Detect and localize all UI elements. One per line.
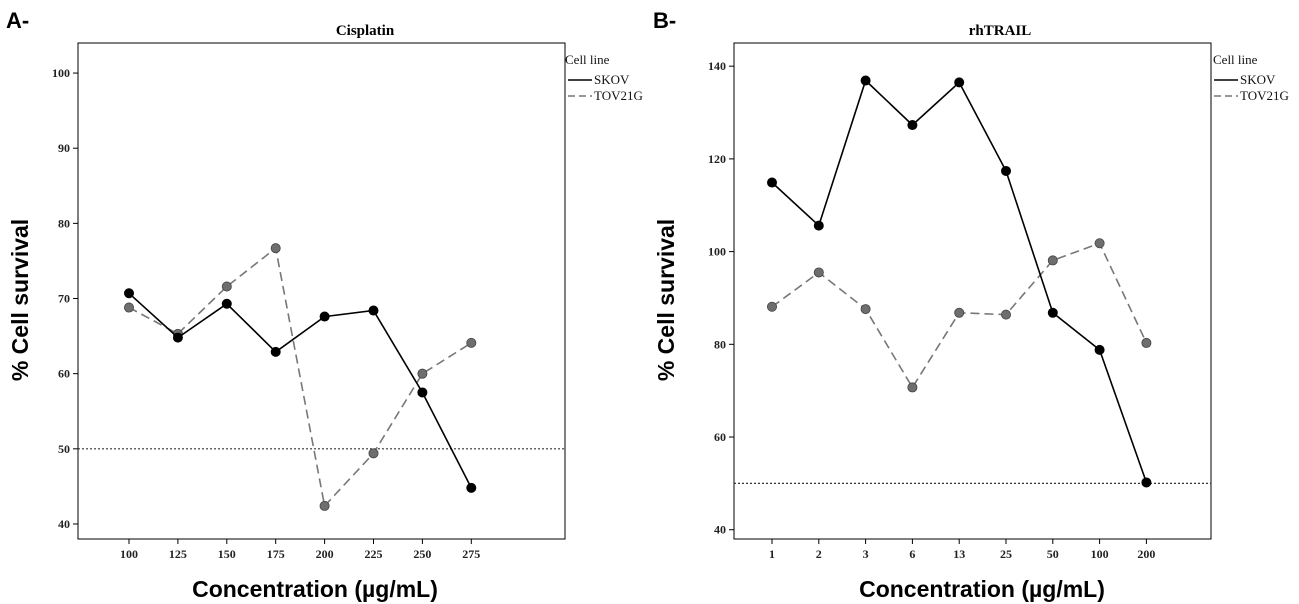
panel-a-point-skov bbox=[270, 346, 281, 357]
panel-b-point-tov21g bbox=[907, 382, 918, 393]
panel-b-y-tick-label: 140 bbox=[708, 59, 726, 73]
panel-b-legend-label-skov: SKOV bbox=[1240, 72, 1276, 87]
panel-a-letter: A- bbox=[6, 8, 29, 33]
panel-b-legend-label-tov21g: TOV21G bbox=[1240, 88, 1289, 103]
panel-b-point-skov bbox=[813, 220, 824, 231]
panel-b-y-axis-label: % Cell survival bbox=[653, 219, 679, 381]
panel-a-point-skov bbox=[417, 387, 428, 398]
panel-a-x-tick-label: 150 bbox=[218, 547, 236, 561]
panel-b-point-tov21g bbox=[954, 307, 965, 318]
panel-a-x-tick-label: 200 bbox=[316, 547, 334, 561]
panel-a-point-skov bbox=[172, 332, 183, 343]
panel-b-x-tick-label: 50 bbox=[1047, 547, 1059, 561]
panel-a-x-tick-label: 225 bbox=[365, 547, 383, 561]
panel-a-point-tov21g bbox=[368, 448, 379, 459]
panel-a-x-tick-label: 175 bbox=[267, 547, 285, 561]
panel-a-point-skov bbox=[466, 482, 477, 493]
panel-b-point-skov bbox=[767, 177, 778, 188]
panel-a-y-tick-label: 60 bbox=[58, 367, 70, 381]
panel-b-plot-frame bbox=[733, 42, 1212, 540]
panel-a-y-tick-label: 100 bbox=[52, 66, 70, 80]
panel-b-x-tick-label: 2 bbox=[816, 547, 822, 561]
panel-a-x-tick-label: 275 bbox=[462, 547, 480, 561]
panel-b-x-tick-label: 1 bbox=[769, 547, 775, 561]
panel-a-y-tick-label: 70 bbox=[58, 292, 70, 306]
panel-a-x-tick-label: 250 bbox=[413, 547, 431, 561]
panel-a-x-tick-label: 125 bbox=[169, 547, 187, 561]
panel-a-point-tov21g bbox=[124, 302, 135, 313]
panel-b-point-tov21g bbox=[1047, 255, 1058, 266]
panel-b-point-tov21g bbox=[860, 304, 871, 315]
panel-a-point-tov21g bbox=[270, 243, 281, 254]
panel-a-series-line-tov21g bbox=[128, 246, 472, 508]
panel-b-x-tick-label: 25 bbox=[1000, 547, 1012, 561]
panel-a-x-axis-label: Concentration (µg/mL) bbox=[192, 576, 438, 602]
panel-a-x-tick-label: 100 bbox=[120, 547, 138, 561]
panel-b-point-skov bbox=[1141, 477, 1152, 488]
panel-a-plot-frame bbox=[77, 42, 566, 540]
panel-b-letter: B- bbox=[653, 8, 676, 33]
panel-b-point-skov bbox=[1001, 165, 1012, 176]
panel-b-y-tick-label: 120 bbox=[708, 152, 726, 166]
panel-a-legend: Cell line SKOV TOV21G bbox=[565, 52, 643, 103]
panel-b-y-tick-label: 60 bbox=[714, 430, 726, 444]
panel-b-x-tick-label: 100 bbox=[1091, 547, 1109, 561]
panel-b-point-tov21g bbox=[1001, 309, 1012, 320]
panel-b-x-tick-label: 6 bbox=[909, 547, 915, 561]
panel-a-y-tick-label: 40 bbox=[58, 517, 70, 531]
panel-a-point-skov bbox=[368, 305, 379, 316]
panel-a-y-axis-label: % Cell survival bbox=[7, 219, 33, 381]
panel-b-point-skov bbox=[1047, 307, 1058, 318]
panel-b-series-line-skov bbox=[771, 79, 1148, 483]
panel-b-legend: Cell line SKOV TOV21G bbox=[1213, 52, 1289, 103]
panel-a-point-tov21g bbox=[417, 368, 428, 379]
panel-b-point-tov21g bbox=[1141, 337, 1152, 348]
panel-a-y-tick-label: 50 bbox=[58, 442, 70, 456]
panel-b-x-tick-label: 3 bbox=[863, 547, 869, 561]
panel-b-point-skov bbox=[1094, 344, 1105, 355]
panel-a-point-tov21g bbox=[466, 337, 477, 348]
panel-b-point-skov bbox=[954, 77, 965, 88]
panel-a-series-line-skov bbox=[128, 292, 473, 489]
panel-a-point-skov bbox=[319, 311, 330, 322]
panel-a: A- Cisplatin 40 50 60 70 80 90 100 100 125 150 175… bbox=[6, 8, 643, 602]
panel-b-point-tov21g bbox=[1094, 238, 1105, 249]
panel-a-legend-label-tov21g: TOV21G bbox=[594, 88, 643, 103]
panel-b-point-tov21g bbox=[767, 301, 778, 312]
panel-b-point-skov bbox=[907, 120, 918, 131]
panel-a-y-tick-label: 90 bbox=[58, 141, 70, 155]
panel-b-y-tick-label: 100 bbox=[708, 245, 726, 259]
panel-a-point-tov21g bbox=[319, 500, 330, 511]
panel-b-title: rhTRAIL bbox=[969, 23, 1032, 39]
panel-b: B- rhTRAIL 40 60 80 100 120 140 1 2 3 6 13 25 50 100 2… bbox=[653, 8, 1289, 602]
panel-b-x-tick-label: 13 bbox=[953, 547, 965, 561]
panel-b-legend-title: Cell line bbox=[1213, 52, 1258, 67]
panel-a-title: Cisplatin bbox=[336, 23, 395, 39]
panel-b-x-axis-label: Concentration (µg/mL) bbox=[859, 576, 1105, 602]
panel-b-x-tick-label: 200 bbox=[1137, 547, 1155, 561]
panel-a-legend-label-skov: SKOV bbox=[594, 72, 630, 87]
panel-b-y-tick-label: 80 bbox=[714, 337, 726, 351]
panel-a-plot: 40 50 60 70 80 90 100 100 125 150 175 200 225 250 275 bbox=[52, 66, 565, 561]
panel-b-plot: 40 60 80 100 120 140 1 2 3 6 13 25 50 100 200 bbox=[708, 59, 1211, 561]
panel-a-point-tov21g bbox=[221, 281, 232, 292]
panel-b-point-skov bbox=[860, 75, 871, 86]
panel-a-point-skov bbox=[124, 288, 135, 299]
panel-b-point-tov21g bbox=[813, 267, 824, 278]
panel-a-point-skov bbox=[221, 298, 232, 309]
panel-b-y-tick-label: 40 bbox=[714, 523, 726, 537]
panel-a-legend-title: Cell line bbox=[565, 52, 610, 67]
panel-a-y-tick-label: 80 bbox=[58, 216, 70, 230]
